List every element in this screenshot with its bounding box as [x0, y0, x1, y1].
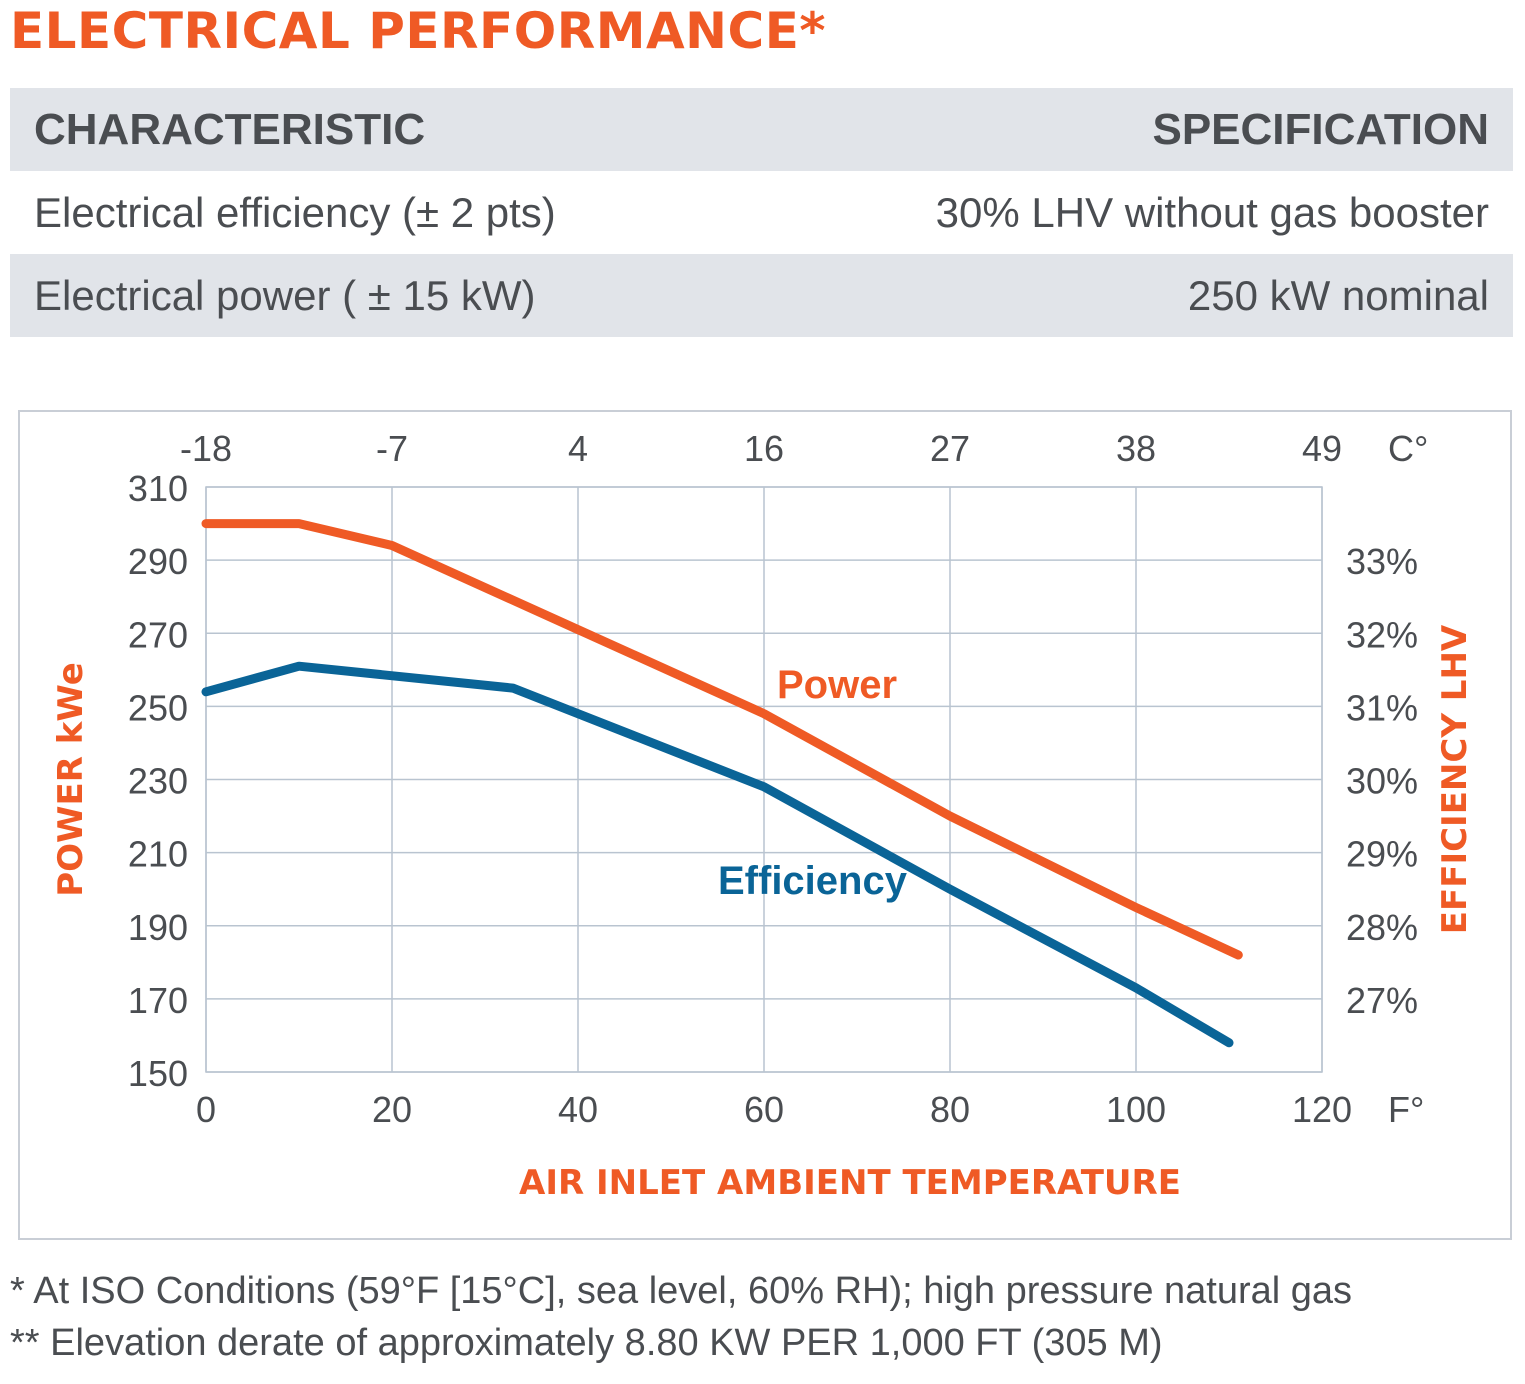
table-row: Electrical efficiency (± 2 pts) 30% LHV …	[10, 171, 1513, 254]
y-tick-label: 250	[128, 687, 188, 728]
y-tick-label: 290	[128, 541, 188, 582]
y-tick-label: 150	[128, 1053, 188, 1094]
y2-tick-label: 29%	[1346, 834, 1418, 875]
y-tick-label: 210	[128, 834, 188, 875]
series-line-efficiency	[201, 661, 1234, 1048]
x-tick-label: 120	[1292, 1089, 1352, 1130]
series-line-power	[201, 519, 1243, 960]
x2-tick-label: 27	[930, 428, 970, 469]
chart-panel: 150 170 190 210 230 250 270 290 310 0 -18 20 -7 40 4 60…	[18, 410, 1512, 1240]
x2-unit-label: C°	[1388, 428, 1428, 469]
y-tick-label: 170	[128, 980, 188, 1021]
x2-tick-label: 38	[1116, 428, 1156, 469]
x-tick-label: 20	[372, 1089, 412, 1130]
series-label-efficiency: Efficiency	[718, 859, 908, 903]
x2-tick-label: 49	[1302, 428, 1342, 469]
x2-tick-label: -7	[376, 428, 408, 469]
spec-table: CHARACTERISTIC SPECIFICATION Electrical …	[10, 88, 1513, 337]
y-tick-label: 310	[128, 468, 188, 509]
x-tick-label: 60	[744, 1089, 784, 1130]
row-specification: 30% LHV without gas booster	[935, 188, 1489, 236]
x2-tick-label: 16	[744, 428, 784, 469]
x2-tick-label: -18	[180, 428, 232, 469]
x-tick-label: 80	[930, 1089, 970, 1130]
table-header-row: CHARACTERISTIC SPECIFICATION	[10, 88, 1513, 171]
page-title: ELECTRICAL PERFORMANCE*	[10, 2, 826, 60]
x-axis-title: AIR INLET AMBIENT TEMPERATURE	[519, 1163, 1181, 1203]
series-label-power: Power	[777, 663, 897, 707]
table-row: Electrical power ( ± 15 kW) 250 kW nomin…	[10, 254, 1513, 337]
y-tick-label: 190	[128, 907, 188, 948]
y2-tick-label: 33%	[1346, 541, 1418, 582]
y-axis-title: POWER kWe	[51, 662, 91, 897]
y2-tick-label: 32%	[1346, 614, 1418, 655]
x-tick-label: 100	[1106, 1089, 1166, 1130]
header-characteristic: CHARACTERISTIC	[34, 104, 426, 154]
y2-axis-title: EFFICIENCY LHV	[1435, 624, 1475, 934]
row-specification: 250 kW nominal	[1187, 271, 1489, 319]
header-specification: SPECIFICATION	[1152, 104, 1489, 154]
footnote-elevation: ** Elevation derate of approximately 8.8…	[10, 1322, 1163, 1364]
y2-tick-label: 28%	[1346, 907, 1418, 948]
y-tick-label: 270	[128, 614, 188, 655]
y2-tick-label: 27%	[1346, 980, 1418, 1021]
x-tick-label: 40	[558, 1089, 598, 1130]
row-characteristic: Electrical power ( ± 15 kW)	[34, 271, 536, 319]
y2-tick-label: 30%	[1346, 761, 1418, 802]
footnote-iso: * At ISO Conditions (59°F [15°C], sea le…	[10, 1270, 1353, 1312]
row-characteristic: Electrical efficiency (± 2 pts)	[34, 188, 556, 236]
y2-tick-label: 31%	[1346, 687, 1418, 728]
x2-tick-label: 4	[568, 428, 588, 469]
y-tick-label: 230	[128, 761, 188, 802]
performance-chart: 150 170 190 210 230 250 270 290 310 0 -18 20 -7 40 4 60…	[51, 428, 1475, 1203]
x-unit-label: F°	[1388, 1089, 1424, 1130]
x-tick-label: 0	[196, 1089, 216, 1130]
